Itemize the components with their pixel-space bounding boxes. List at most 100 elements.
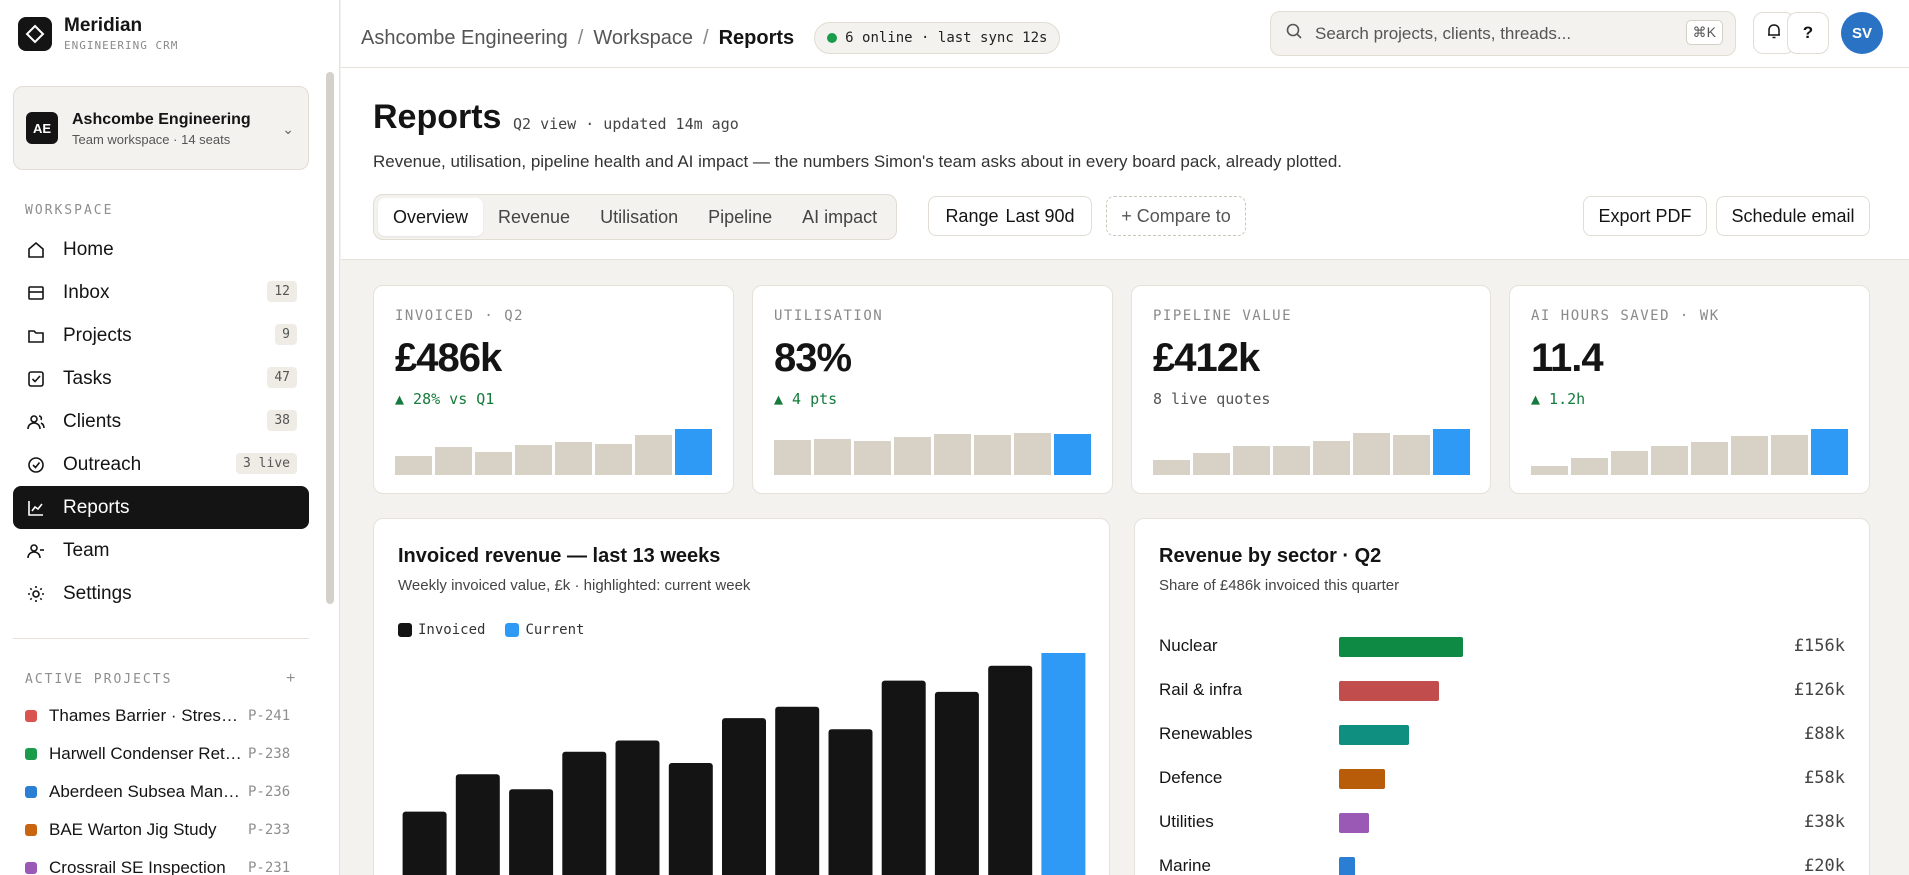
- sidebar-nav: Home Inbox 12 Projects 9 Tasks 47 Client…: [13, 228, 309, 615]
- workspace-seats: Team workspace · 14 seats: [72, 131, 231, 147]
- count-badge: 47: [267, 367, 297, 388]
- tab-pipeline[interactable]: Pipeline: [708, 206, 773, 227]
- search-bar[interactable]: ⌘K: [1270, 11, 1736, 56]
- tab-ai-impact[interactable]: AI impact: [802, 206, 878, 227]
- kpi-label: INVOICED · Q2: [395, 308, 525, 324]
- sidebar-item-outreach[interactable]: Outreach 3 live: [13, 443, 309, 486]
- project-color-dot: [25, 710, 37, 722]
- sidebar-item-projects[interactable]: Projects 9: [13, 314, 309, 357]
- range-selector[interactable]: Range Last 90d: [928, 196, 1092, 236]
- kpi-label: UTILISATION: [774, 308, 884, 324]
- sector-bar: [1339, 637, 1463, 657]
- workspace-section-label: WORKSPACE: [25, 203, 114, 218]
- kpi-value: 83%: [774, 336, 852, 380]
- breadcrumb-workspace[interactable]: Workspace: [593, 26, 694, 49]
- sector-row[interactable]: Marine £20k: [1159, 851, 1845, 875]
- kpi-trend: ▲ 1.2h: [1531, 390, 1586, 408]
- schedule-email-button[interactable]: Schedule email: [1716, 196, 1870, 236]
- page-title: Reports: [373, 98, 502, 136]
- add-project-button[interactable]: +: [286, 670, 296, 687]
- sidebar-scrollbar[interactable]: [326, 72, 334, 604]
- revenue-bar[interactable]: [775, 706, 820, 875]
- revenue-bar[interactable]: [668, 763, 713, 875]
- help-button[interactable]: ?: [1787, 12, 1829, 54]
- sidebar-item-inbox[interactable]: Inbox 12: [13, 271, 309, 314]
- chart-title: Revenue by sector · Q2: [1159, 545, 1382, 567]
- project-item[interactable]: Harwell Condenser Retrofit P-238: [25, 735, 315, 773]
- tab-utilisation[interactable]: Utilisation: [600, 206, 679, 227]
- sparkline-bar: [934, 434, 971, 475]
- revenue-bar-current[interactable]: [1041, 653, 1086, 875]
- sparkline-bar: [1571, 458, 1608, 475]
- tab-overview[interactable]: Overview: [378, 198, 484, 236]
- revenue-bar[interactable]: [615, 740, 660, 875]
- revenue-bar[interactable]: [934, 691, 979, 875]
- workspace-switcher[interactable]: AE Ashcombe Engineering Team workspace ·…: [13, 86, 309, 170]
- app-subtitle: ENGINEERING CRM: [64, 39, 179, 52]
- sidebar-item-reports[interactable]: Reports: [13, 486, 309, 529]
- sparkline-bar: [1153, 460, 1190, 475]
- sidebar-item-settings[interactable]: Settings: [13, 572, 309, 615]
- sidebar-item-clients[interactable]: Clients 38: [13, 400, 309, 443]
- sector-bar: [1339, 857, 1355, 875]
- project-item[interactable]: Aberdeen Subsea Manifold P-236: [25, 773, 315, 811]
- revenue-bar[interactable]: [722, 718, 766, 875]
- kpi-trend: ▲ 28% vs Q1: [395, 390, 495, 408]
- revenue-bar[interactable]: [509, 789, 554, 875]
- project-item[interactable]: BAE Warton Jig Study P-233: [25, 811, 315, 849]
- sidebar-divider: [13, 638, 309, 639]
- project-name: Aberdeen Subsea Manifold: [49, 782, 242, 801]
- project-item[interactable]: Thames Barrier · Stress Review P-241: [25, 697, 315, 735]
- report-tabs: Overview Revenue Utilisation Pipeline AI…: [373, 194, 898, 240]
- sparkline-bar: [1273, 446, 1310, 475]
- live-badge: 3 live: [236, 453, 297, 474]
- sidebar-item-team[interactable]: Team: [13, 529, 309, 572]
- active-projects-label: ACTIVE PROJECTS: [25, 672, 173, 687]
- sector-row[interactable]: Utilities £38k: [1159, 807, 1845, 851]
- page-meta: Q2 view · updated 14m ago: [513, 115, 739, 133]
- brand[interactable]: Meridian ENGINEERING CRM: [18, 14, 178, 54]
- project-item[interactable]: Crossrail SE Inspection P-231: [25, 849, 315, 875]
- kpi-value: £412k: [1153, 336, 1260, 380]
- sidebar-item-label: Settings: [63, 582, 132, 604]
- kpi-value: £486k: [395, 336, 502, 380]
- sector-row[interactable]: Defence £58k: [1159, 763, 1845, 807]
- compare-button[interactable]: + Compare to: [1106, 196, 1246, 236]
- kpi-sparkline: [1153, 427, 1473, 475]
- sidebar: Meridian ENGINEERING CRM AE Ashcombe Eng…: [0, 0, 340, 875]
- project-code: P-238: [248, 746, 291, 762]
- sync-status-pill: 6 online · last sync 12s: [814, 22, 1061, 54]
- sector-chart-card: Revenue by sector · Q2 Share of £486k in…: [1134, 518, 1870, 875]
- tab-revenue[interactable]: Revenue: [498, 206, 571, 227]
- inbox-icon: [25, 282, 47, 304]
- kpi-card-ai-hours[interactable]: AI HOURS SAVED · WK 11.4 ▲ 1.2h: [1509, 285, 1870, 494]
- revenue-bar[interactable]: [828, 729, 873, 875]
- revenue-bar[interactable]: [562, 751, 607, 875]
- range-value: Last 90d: [1005, 205, 1075, 226]
- online-dot-icon: [827, 33, 838, 43]
- sparkline-bar: [515, 445, 552, 475]
- kpi-card-invoiced[interactable]: INVOICED · Q2 £486k ▲ 28% vs Q1: [373, 285, 734, 494]
- sidebar-item-home[interactable]: Home: [13, 228, 309, 271]
- revenue-bar[interactable]: [402, 811, 447, 875]
- gear-icon: [25, 583, 47, 605]
- sparkline-bar: [1611, 451, 1648, 475]
- avatar[interactable]: SV: [1841, 12, 1883, 54]
- kpi-card-utilisation[interactable]: UTILISATION 83% ▲ 4 pts: [752, 285, 1113, 494]
- sector-row[interactable]: Rail & infra £126k: [1159, 675, 1845, 719]
- kpi-card-pipeline[interactable]: PIPELINE VALUE £412k 8 live quotes: [1131, 285, 1491, 494]
- chevron-down-icon: ⌄: [282, 121, 294, 137]
- revenue-bar[interactable]: [988, 665, 1033, 875]
- sector-name: Rail & infra: [1159, 680, 1243, 699]
- revenue-bar[interactable]: [881, 680, 926, 875]
- search-input[interactable]: [1315, 23, 1655, 44]
- breadcrumb-org[interactable]: Ashcombe Engineering: [361, 26, 568, 49]
- legend-label-current: Current: [525, 622, 585, 638]
- help-icon: ?: [1802, 23, 1814, 42]
- sector-row[interactable]: Nuclear £156k: [1159, 631, 1845, 675]
- sidebar-item-tasks[interactable]: Tasks 47: [13, 357, 309, 400]
- sector-row[interactable]: Renewables £88k: [1159, 719, 1845, 763]
- sparkline-bar: [395, 456, 432, 475]
- export-pdf-button[interactable]: Export PDF: [1583, 196, 1707, 236]
- revenue-bar[interactable]: [455, 774, 500, 875]
